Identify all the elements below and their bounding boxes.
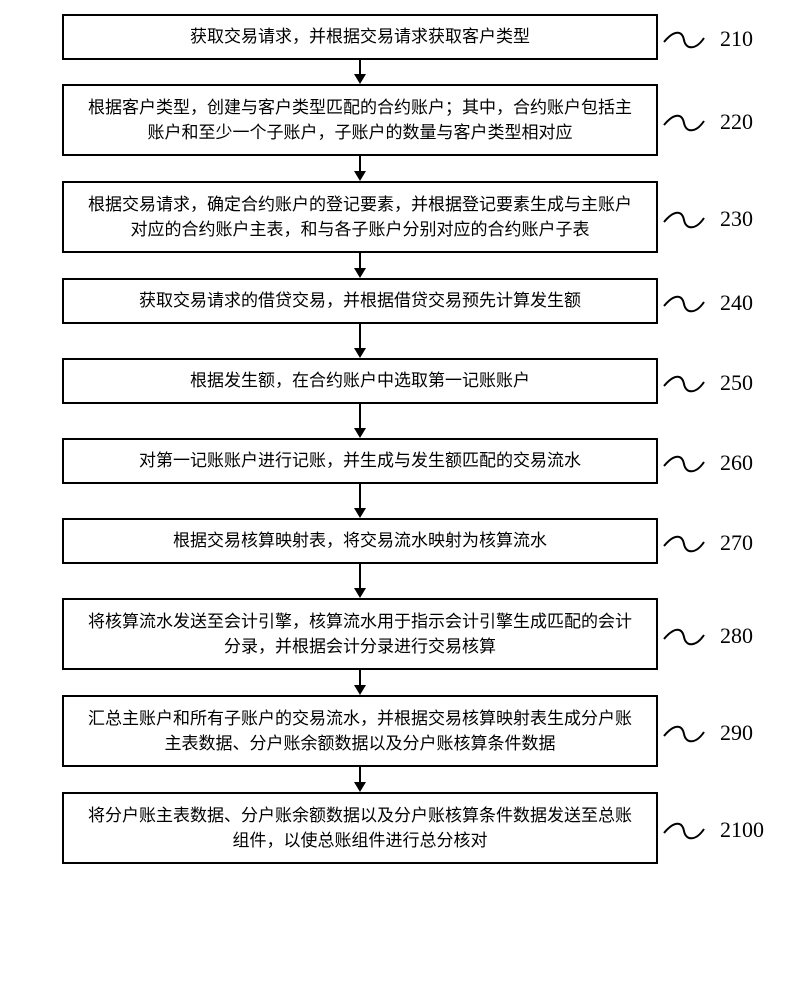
step-text: 汇总主账户和所有子账户的交易流水，并根据交易核算映射表生成分户账 主表数据、分户… bbox=[84, 706, 636, 757]
step-label: 280 bbox=[720, 623, 753, 649]
step-label: 2100 bbox=[720, 817, 764, 843]
step-box-270: 根据交易核算映射表，将交易流水映射为核算流水 bbox=[62, 518, 658, 564]
step-text: 根据交易核算映射表，将交易流水映射为核算流水 bbox=[169, 528, 551, 554]
flow-arrow bbox=[350, 253, 370, 278]
step-text: 根据交易请求，确定合约账户的登记要素，并根据登记要素生成与主账户 对应的合约账户… bbox=[84, 192, 636, 243]
step-label: 240 bbox=[720, 290, 753, 316]
step-box-220: 根据客户类型，创建与客户类型匹配的合约账户；其中，合约账户包括主 账户和至少一个… bbox=[62, 84, 658, 156]
flow-arrow bbox=[350, 564, 370, 598]
tilde-connector bbox=[664, 722, 704, 746]
flow-arrow bbox=[350, 156, 370, 181]
flow-arrow bbox=[350, 670, 370, 695]
flow-arrow bbox=[350, 60, 370, 84]
step-box-230: 根据交易请求，确定合约账户的登记要素，并根据登记要素生成与主账户 对应的合约账户… bbox=[62, 181, 658, 253]
tilde-connector bbox=[664, 532, 704, 556]
flow-arrow bbox=[350, 767, 370, 792]
step-text: 对第一记账账户进行记账，并生成与发生额匹配的交易流水 bbox=[135, 448, 585, 474]
step-box-210: 获取交易请求，并根据交易请求获取客户类型 bbox=[62, 14, 658, 60]
step-box-260: 对第一记账账户进行记账，并生成与发生额匹配的交易流水 bbox=[62, 438, 658, 484]
tilde-connector bbox=[664, 28, 704, 52]
step-text: 获取交易请求，并根据交易请求获取客户类型 bbox=[186, 24, 534, 50]
tilde-connector bbox=[664, 625, 704, 649]
step-box-240: 获取交易请求的借贷交易，并根据借贷交易预先计算发生额 bbox=[62, 278, 658, 324]
step-label: 210 bbox=[720, 26, 753, 52]
tilde-connector bbox=[664, 819, 704, 843]
tilde-connector bbox=[664, 452, 704, 476]
step-label: 220 bbox=[720, 109, 753, 135]
step-text: 将分户账主表数据、分户账余额数据以及分户账核算条件数据发送至总账 组件，以使总账… bbox=[84, 803, 636, 854]
step-label: 290 bbox=[720, 720, 753, 746]
tilde-connector bbox=[664, 111, 704, 135]
step-label: 270 bbox=[720, 530, 753, 556]
flow-arrow bbox=[350, 404, 370, 438]
flow-arrow bbox=[350, 324, 370, 358]
step-box-2100: 将分户账主表数据、分户账余额数据以及分户账核算条件数据发送至总账 组件，以使总账… bbox=[62, 792, 658, 864]
step-box-250: 根据发生额，在合约账户中选取第一记账账户 bbox=[62, 358, 658, 404]
tilde-connector bbox=[664, 372, 704, 396]
flow-arrow bbox=[350, 484, 370, 518]
step-label: 250 bbox=[720, 370, 753, 396]
step-text: 将核算流水发送至会计引擎，核算流水用于指示会计引擎生成匹配的会计 分录，并根据会… bbox=[84, 609, 636, 660]
step-box-290: 汇总主账户和所有子账户的交易流水，并根据交易核算映射表生成分户账 主表数据、分户… bbox=[62, 695, 658, 767]
tilde-connector bbox=[664, 292, 704, 316]
flowchart-canvas: 获取交易请求，并根据交易请求获取客户类型 210 根据客户类型，创建与客户类型匹配的… bbox=[0, 0, 798, 1000]
step-text: 获取交易请求的借贷交易，并根据借贷交易预先计算发生额 bbox=[135, 288, 585, 314]
tilde-connector bbox=[664, 208, 704, 232]
step-box-280: 将核算流水发送至会计引擎，核算流水用于指示会计引擎生成匹配的会计 分录，并根据会… bbox=[62, 598, 658, 670]
step-text: 根据发生额，在合约账户中选取第一记账账户 bbox=[186, 368, 534, 394]
step-text: 根据客户类型，创建与客户类型匹配的合约账户；其中，合约账户包括主 账户和至少一个… bbox=[84, 95, 636, 146]
step-label: 260 bbox=[720, 450, 753, 476]
step-label: 230 bbox=[720, 206, 753, 232]
